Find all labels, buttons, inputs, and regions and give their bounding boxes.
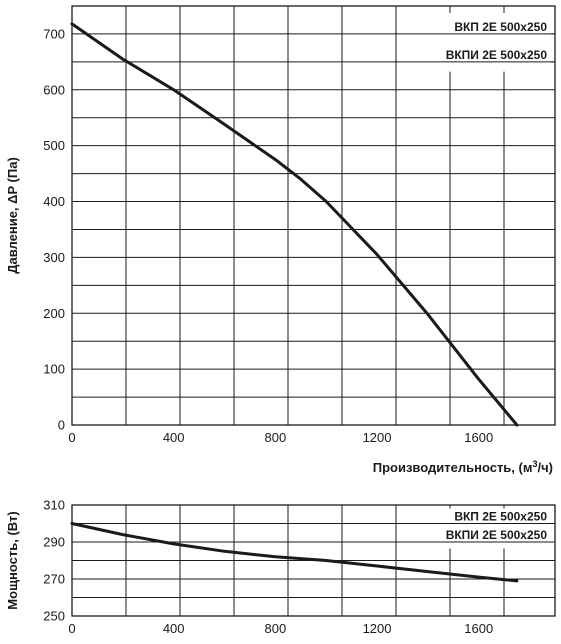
legend-entry: ВКП 2Е 500х250 [454,510,547,524]
x-tick-label: 1600 [464,430,493,445]
y-tick-label: 600 [43,82,65,97]
legend-label-background [397,18,551,32]
x-tick-label: 400 [163,621,185,636]
legend-label-background [397,527,551,540]
x-tick-label: 400 [163,430,185,445]
legend-entry: ВКПИ 2Е 500х250 [446,528,548,542]
y-tick-label: 400 [43,194,65,209]
y-tick-label: 300 [43,250,65,265]
legend-label-background [397,508,551,522]
y-tick-label: 310 [43,498,65,513]
y-tick-label: 500 [43,138,65,153]
x-tick-label: 0 [68,430,75,445]
chart-pressure: ВКП 2Е 500х250 ВКПИ 2Е 500х250 0 100 200 300 4… [5,5,556,475]
series-line [70,522,519,583]
legend-label-background [397,46,551,60]
x-tick-label: 800 [265,430,287,445]
x-tick-label: 0 [68,621,75,636]
y-tick-label: 0 [58,418,65,433]
y-axis-title: Давление, ΔP (Па) [5,157,20,274]
y-tick-label: 200 [43,306,65,321]
series-line [70,22,519,427]
chart-power: ВКП 2Е 500х250 ВКПИ 2Е 500х250 250 270 290 31… [5,498,556,636]
x-tick-label: 800 [265,621,287,636]
y-tick-label: 250 [43,609,65,624]
legend-entry: ВКПИ 2Е 500х250 [446,48,548,62]
x-tick-label: 1600 [464,621,493,636]
x-axis-title: Производительность, (м3/ч) [373,459,553,475]
y-tick-label: 290 [43,535,65,550]
legend-entry: ВКП 2Е 500х250 [454,20,547,34]
y-tick-label: 270 [43,572,65,587]
y-tick-label: 700 [43,26,65,41]
y-tick-label: 100 [43,362,65,377]
x-tick-label: 1200 [363,621,392,636]
x-tick-label: 1200 [363,430,392,445]
y-axis-title: Мощность, (Вт) [5,511,20,609]
